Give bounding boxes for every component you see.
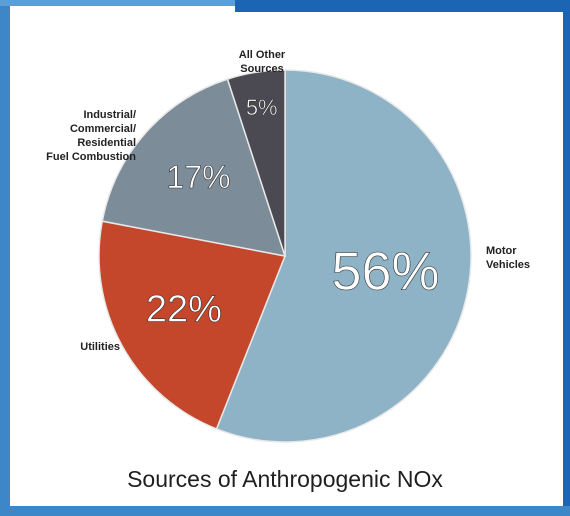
frame-left bbox=[0, 0, 10, 516]
frame-right bbox=[563, 0, 570, 516]
value-label: 22% bbox=[146, 289, 222, 331]
frame-bottom bbox=[0, 506, 570, 516]
chart: 56% 22% 17% 5% Sources of Anthropogenic NOx… bbox=[0, 0, 570, 516]
category-label: Industrial/ Commercial/ Residential Fuel… bbox=[14, 108, 136, 164]
category-label: All Other Sources bbox=[212, 48, 312, 76]
frame-top bbox=[235, 0, 570, 12]
frame-top-left bbox=[0, 0, 235, 6]
value-label: 17% bbox=[166, 159, 230, 195]
category-label: Motor Vehicles bbox=[486, 244, 530, 272]
chart-title: Sources of Anthropogenic NOx bbox=[0, 466, 570, 493]
chart-canvas: 56% 22% 17% 5% bbox=[0, 0, 570, 516]
value-label: 56% bbox=[331, 241, 439, 301]
value-label: 5% bbox=[246, 95, 278, 120]
category-label: Utilities bbox=[40, 340, 120, 354]
